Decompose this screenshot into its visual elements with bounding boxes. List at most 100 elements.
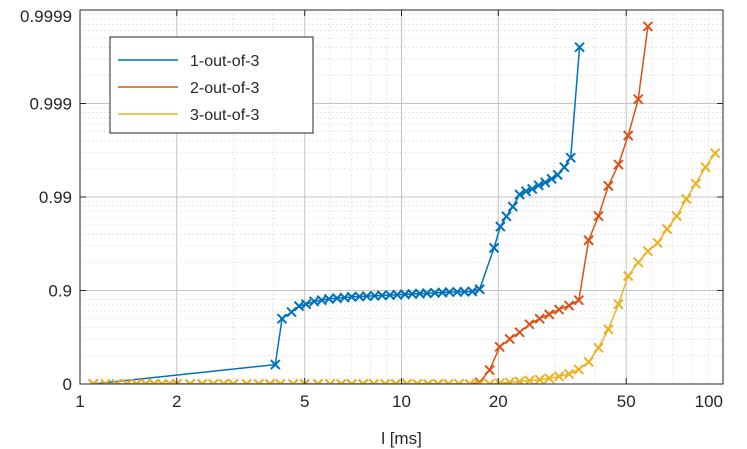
data-point: [507, 201, 519, 212]
data-point: [559, 161, 570, 173]
data-point: [488, 242, 500, 254]
legend-box: [109, 36, 314, 134]
data-point: [514, 376, 525, 384]
data-point: [380, 378, 391, 384]
data-point: [700, 161, 711, 173]
data-point: [299, 378, 310, 384]
data-point: [543, 309, 555, 320]
data-point: [368, 378, 379, 384]
data-point: [270, 359, 281, 370]
data-point: [376, 290, 388, 301]
data-point: [121, 378, 133, 384]
data-point: [514, 189, 525, 200]
data-point: [464, 378, 475, 384]
data-point: [443, 378, 454, 384]
data-point: [681, 193, 692, 205]
data-point: [583, 356, 594, 368]
y-tick-label: 0.9: [48, 282, 72, 301]
data-point: [642, 21, 654, 32]
data-point: [287, 378, 299, 384]
data-point: [474, 377, 485, 384]
data-point: [361, 290, 373, 302]
data-point: [421, 288, 433, 299]
data-point: [613, 298, 624, 310]
data-point: [453, 378, 465, 384]
data-point: [633, 94, 644, 105]
x-tick-label: 2: [172, 392, 181, 411]
legend-label-3-out-of-3: 3-out-of-3: [190, 107, 259, 124]
data-point: [111, 378, 122, 384]
legend-label-1-out-of-3: 1-out-of-3: [190, 53, 259, 70]
data-point: [593, 210, 604, 222]
data-point: [622, 130, 634, 141]
data-point: [613, 159, 624, 170]
data-point: [593, 342, 604, 354]
data-point: [495, 221, 506, 232]
data-point: [671, 210, 682, 222]
y-tick-label: 0.999: [29, 95, 72, 114]
data-point: [690, 178, 702, 189]
data-point: [156, 378, 168, 384]
data-point: [474, 284, 485, 295]
data-point: [563, 300, 575, 311]
data-point: [709, 147, 721, 159]
data-point: [484, 378, 495, 384]
y-tick-label: 0: [63, 375, 72, 394]
data-point: [459, 286, 470, 297]
data-point: [140, 378, 151, 384]
y-axis-ticks: 0 0.9 0.99 0.999 0.9999: [20, 7, 723, 394]
data-point: [573, 364, 584, 375]
data-point: [501, 211, 512, 222]
data-point: [563, 368, 575, 380]
data-point: [494, 377, 505, 384]
data-point: [390, 378, 402, 384]
data-point: [208, 378, 219, 384]
data-point: [276, 313, 288, 324]
data-point: [565, 152, 576, 163]
data-point: [357, 378, 369, 384]
data-point: [286, 306, 297, 318]
data-point: [197, 378, 208, 384]
x-axis-ticks: 1 2 5 10 20 50 100: [75, 10, 724, 411]
data-point: [253, 378, 265, 384]
data-point: [131, 378, 142, 384]
data-point: [241, 378, 252, 384]
data-point: [100, 378, 111, 384]
legend-label-2-out-of-3: 2-out-of-3: [190, 80, 259, 97]
data-point: [401, 378, 413, 384]
data-point: [603, 180, 614, 192]
data-point: [661, 223, 673, 235]
data-point: [293, 300, 305, 312]
data-point: [574, 42, 585, 53]
data-point: [336, 378, 347, 384]
data-point: [474, 378, 485, 384]
data-point: [642, 246, 654, 257]
data-point: [467, 286, 478, 297]
x-tick-label: 5: [300, 392, 309, 411]
data-point: [312, 378, 324, 384]
data-point: [534, 374, 545, 384]
data-point: [543, 373, 555, 384]
data-point: [633, 257, 644, 268]
data-point: [524, 319, 535, 330]
data-point: [553, 371, 565, 382]
data-point: [218, 378, 229, 384]
legend: 1-out-of-3 2-out-of-3 3-out-of-3: [109, 36, 314, 134]
data-point: [494, 341, 505, 353]
data-point: [412, 378, 423, 384]
data-point: [228, 378, 239, 384]
data-point: [553, 304, 565, 315]
x-tick-label: 1: [75, 392, 84, 411]
series-layer: [88, 21, 721, 384]
y-tick-label: 0.9999: [20, 7, 72, 26]
data-point: [184, 378, 196, 384]
data-point: [533, 180, 544, 191]
data-point: [546, 173, 557, 185]
data-point: [264, 378, 276, 384]
data-point: [300, 298, 312, 310]
data-point: [540, 177, 551, 188]
x-tick-label: 10: [392, 392, 411, 411]
data-point: [504, 333, 515, 345]
data-point: [573, 294, 584, 306]
